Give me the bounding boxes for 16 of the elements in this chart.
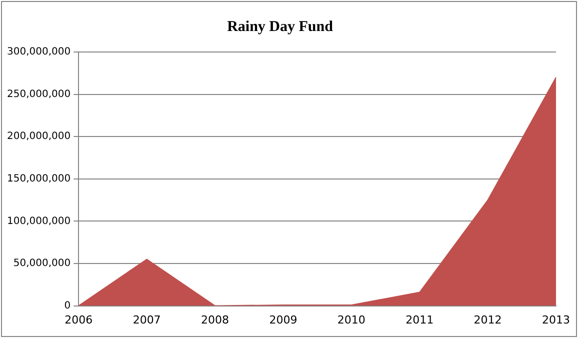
y-tick-label: 150,000,000 [6, 173, 71, 184]
y-tick-label: 0 [64, 300, 71, 312]
y-tick-label: 100,000,000 [6, 216, 71, 227]
x-tick-label: 2006 [64, 313, 93, 326]
chart-title: Rainy Day Fund [227, 18, 334, 35]
y-tick-label: 50,000,000 [13, 258, 71, 270]
x-tick-label: 2009 [269, 313, 298, 326]
y-tick-label: 200,000,000 [6, 131, 71, 142]
y-tick-label: 300,000,000 [6, 46, 71, 58]
x-tick-label: 2012 [474, 313, 502, 326]
x-tick-label: 2007 [132, 313, 161, 326]
x-tick-label: 2013 [542, 313, 570, 326]
y-tick-label: 250,000,000 [6, 88, 71, 100]
x-tick-label: 2008 [201, 313, 230, 326]
x-tick-label: 2011 [406, 313, 434, 326]
x-tick-label: 2010 [337, 313, 366, 326]
